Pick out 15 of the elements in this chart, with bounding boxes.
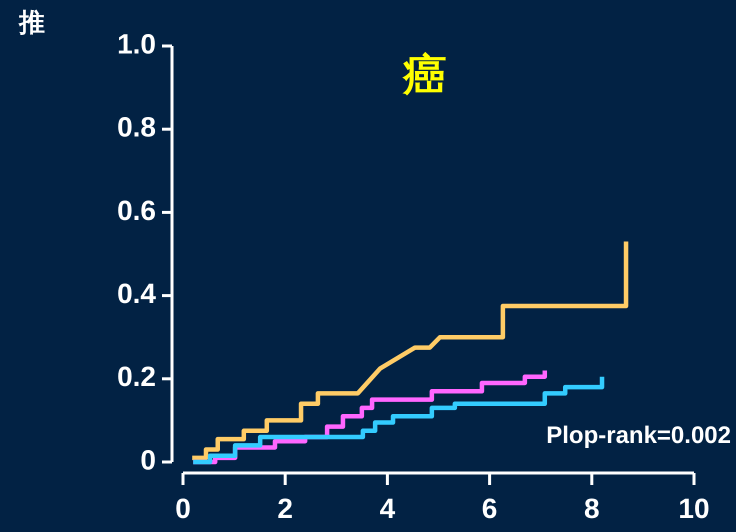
x-tick-label: 0 [175,493,191,524]
x-tick-label: 8 [584,493,600,524]
x-tick-label: 4 [380,493,396,524]
y-tick-label: 0 [140,444,156,476]
y-tick-label: 0.6 [117,194,156,226]
x-tick-label: 10 [678,493,710,524]
x-tick-label: 2 [277,493,293,524]
y-axis-title: 推 [18,8,45,38]
y-tick-label: 0.2 [117,361,156,392]
y-tick-label: 0.4 [117,278,156,309]
annotation: Plop-rank=0.002 [546,422,731,449]
y-tick-label: 1.0 [117,28,156,60]
x-tick-label: 6 [482,493,498,524]
y-tick-label: 0.8 [117,112,156,143]
chart-title: 癌 [402,50,447,101]
